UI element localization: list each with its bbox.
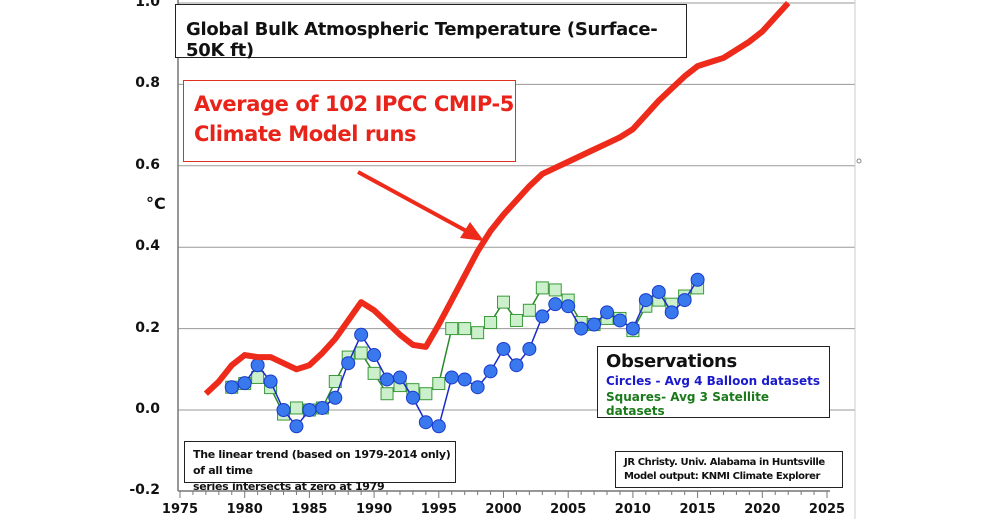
x-tick-label: 2000 [485,502,521,517]
credit-note: JR Christy. Univ. Alabama in Huntsville … [615,451,843,488]
callout-arrow [357,170,471,235]
satellite-point [289,401,303,415]
satellite-point [535,281,549,295]
balloon-point [574,321,589,336]
balloon-point [612,313,627,328]
x-tick-label: 1980 [227,502,263,517]
balloon-point [690,272,705,287]
callout-line-2: Climate Model runs [194,122,417,146]
balloon-point [677,293,692,308]
balloon-point [548,297,563,312]
x-tick-label: 2025 [809,502,845,517]
y-tick-label: 0.4 [135,238,160,255]
model-series-line [203,0,791,396]
x-tick-label: 2020 [744,502,780,517]
y-tick-label: -0.2 [129,482,160,499]
balloon-point [237,376,252,391]
balloon-point [276,403,291,417]
balloon-point [444,370,459,385]
balloon-point [341,356,356,371]
satellite-point [458,322,472,336]
balloon-point [431,419,446,434]
balloon-point [535,309,550,324]
x-tick-label: 2010 [615,502,651,517]
satellite-point [484,315,498,329]
satellite-point [432,377,446,391]
balloon-point [522,341,537,356]
chart-title: Global Bulk Atmospheric Temperature (Sur… [175,4,687,61]
x-tick-label: 1995 [421,502,457,517]
balloon-point [457,372,472,387]
balloon-point [354,327,369,342]
satellite-point [497,295,510,309]
y-axis-label: °C [146,194,166,213]
satellite-point [509,313,523,327]
balloon-point [509,358,524,373]
balloon-point [470,380,485,395]
satellite-point [367,366,381,380]
balloon-point [625,321,640,336]
balloon-point [250,358,265,373]
satellite-point [419,387,433,401]
x-tick-label: 2015 [680,502,716,517]
satellite-point [380,387,394,401]
credit-line-1: JR Christy. Univ. Alabama in Huntsville [624,457,825,468]
callout-arrowhead [460,222,484,241]
balloon-point [418,415,433,430]
y-tick-label: 0.0 [135,401,160,417]
balloon-point [483,364,498,379]
legend-squares: Squares- Avg 3 Satellite datasets [606,390,770,418]
satellite-point [251,370,265,384]
balloon-point [496,341,511,356]
balloon-point [328,390,343,405]
satellite-point [548,283,562,297]
legend-circles: Circles - Avg 4 Balloon datasets [606,374,821,388]
balloon-point [405,390,420,405]
y-tick-label: 0.8 [135,75,160,92]
balloon-point [651,284,666,299]
balloon-point [638,293,653,308]
trend-note-line-1: The linear trend (based on 1979-2014 onl… [193,448,451,477]
satellite-point [522,303,536,317]
balloon-point [664,305,679,320]
balloon-point [600,305,615,320]
balloon-point [315,400,330,415]
legend-title: Observations [606,351,737,372]
balloon-point [587,317,602,332]
balloon-point [289,419,304,434]
x-tick-label: 1985 [291,502,327,517]
y-tick-label: 0.2 [135,319,160,336]
credit-line-2: Model output: KNMI Climate Explorer [624,471,821,482]
balloon-point [302,403,317,417]
balloon-point [224,380,239,395]
callout-line-1: Average of 102 IPCC CMIP-5 [194,92,514,116]
y-tick-label: 0.6 [135,156,160,173]
trend-note: The linear trend (based on 1979-2014 onl… [184,441,456,493]
x-tick-label: 1990 [356,502,392,517]
x-tick-label: 1975 [162,502,198,517]
y-tick-label: 1.0 [135,0,160,10]
satellite-point [471,326,485,340]
x-tick-label: 2005 [550,502,586,517]
satellite-point [354,346,368,360]
balloon-point [367,348,382,363]
balloon-point [380,372,395,387]
balloon-point [392,370,407,385]
trend-note-line-2: series intersects at zero at 1979 [193,480,385,493]
legend: Observations Circles - Avg 4 Balloon dat… [597,346,830,418]
satellite-point [445,322,459,336]
edge-marker [856,158,862,164]
model-callout: Average of 102 IPCC CMIP-5 Climate Model… [183,80,516,162]
balloon-point [263,374,278,389]
balloon-point [561,299,576,314]
